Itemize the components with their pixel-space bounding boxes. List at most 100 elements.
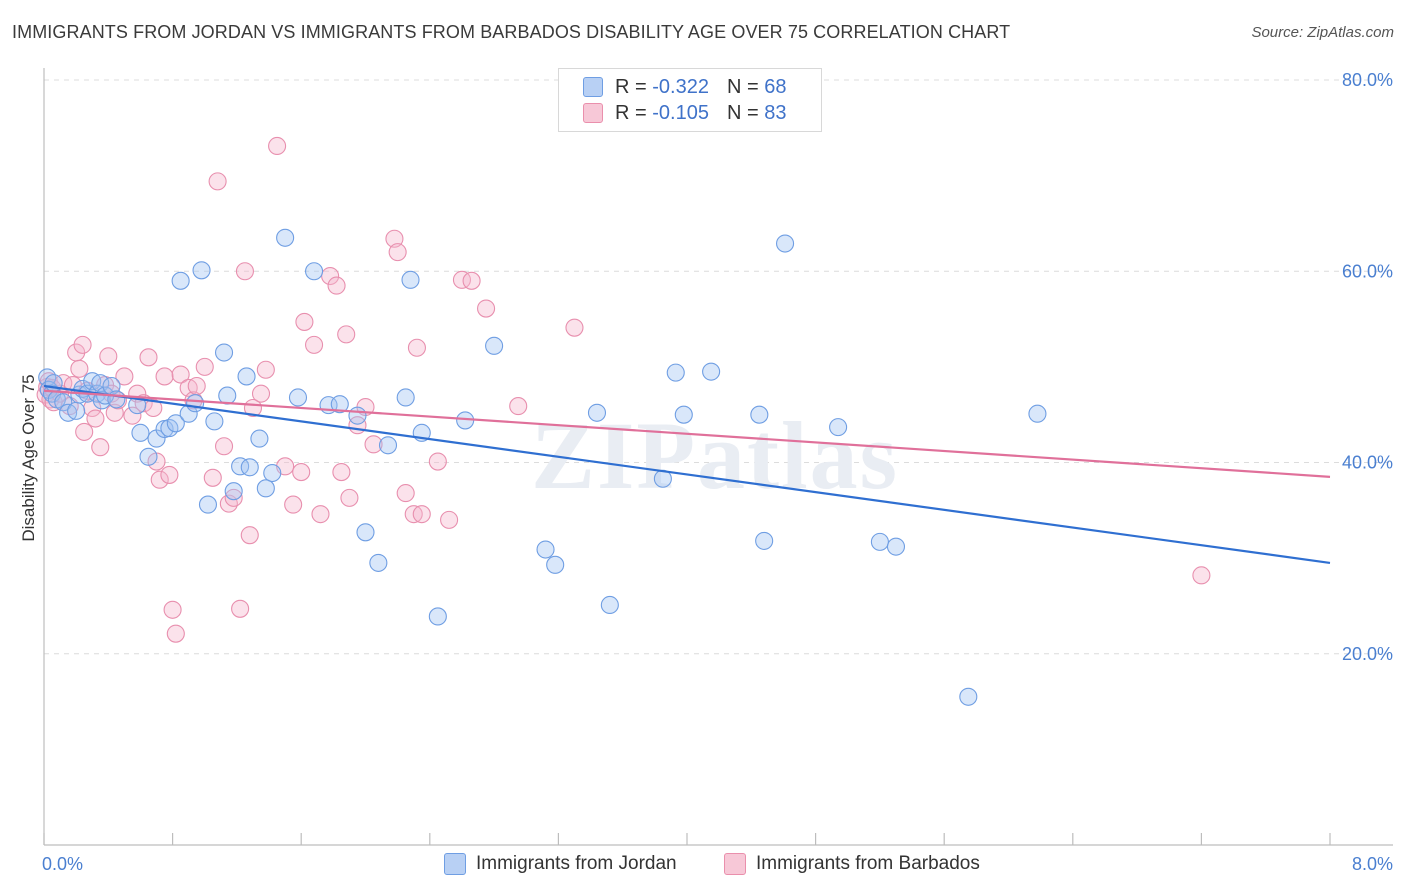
barbados-point xyxy=(477,299,496,318)
barbados-swatch xyxy=(583,103,603,123)
jordan-point xyxy=(67,401,86,420)
jordan-swatch xyxy=(583,77,603,97)
y-tick-label: 80.0% xyxy=(1342,70,1393,90)
barbados-point xyxy=(171,365,190,384)
barbados-point xyxy=(305,335,324,354)
barbados-point xyxy=(364,435,383,454)
jordan-point xyxy=(186,394,205,413)
jordan-point xyxy=(218,386,237,405)
barbados-point xyxy=(385,229,404,248)
jordan-point xyxy=(263,463,282,483)
jordan-point xyxy=(546,555,565,574)
chart-source: Source: ZipAtlas.com xyxy=(1251,24,1394,41)
r-label: R = xyxy=(615,101,647,124)
jordan-point xyxy=(378,436,398,455)
barbados-point xyxy=(73,335,92,354)
jordan-point xyxy=(139,447,158,466)
barbados-point xyxy=(396,484,415,503)
axes xyxy=(43,68,1393,846)
jordan-point xyxy=(829,418,848,437)
jordan-point xyxy=(107,390,126,409)
chart-title: IMMIGRANTS FROM JORDAN VS IMMIGRANTS FRO… xyxy=(12,22,1011,42)
barbados-point xyxy=(407,338,426,357)
y-tick-label: 20.0% xyxy=(1342,644,1393,664)
n-label: N = xyxy=(726,75,759,98)
jordan-point xyxy=(250,429,269,448)
x-tick-label-max: 8.0% xyxy=(1352,854,1393,874)
y-tick-label: 40.0% xyxy=(1342,453,1393,473)
legend-item-barbados[interactable]: Immigrants from Barbados xyxy=(724,852,980,876)
jordan-point xyxy=(330,395,349,414)
data-points xyxy=(36,136,1211,706)
jordan-point xyxy=(214,343,234,362)
jordan-point xyxy=(171,271,190,290)
barbados-point xyxy=(337,325,356,344)
barbados-point xyxy=(115,367,134,386)
jordan-point xyxy=(702,362,721,381)
barbados-point xyxy=(235,262,254,281)
jordan-point xyxy=(231,457,250,476)
barbados-point xyxy=(332,463,351,482)
trend-lines xyxy=(43,384,1331,564)
n-label: N = xyxy=(726,101,759,124)
x-tick-label-min: 0.0% xyxy=(42,854,83,874)
legend-barbados-swatch xyxy=(724,853,746,875)
barbados-point xyxy=(462,271,481,290)
jordan-point xyxy=(396,388,415,407)
jordan-point xyxy=(224,482,243,501)
jordan-point xyxy=(192,261,211,280)
jordan-point xyxy=(356,523,375,542)
jordan-point xyxy=(256,479,275,498)
barbados-point xyxy=(166,624,185,643)
jordan-point xyxy=(240,458,259,477)
jordan-point xyxy=(54,393,73,412)
barbados-point xyxy=(284,495,303,514)
barbados-point xyxy=(509,397,528,416)
barbados-point xyxy=(91,438,110,457)
legend-jordan-label: Immigrants from Jordan xyxy=(476,853,677,874)
jordan-point xyxy=(92,391,111,410)
n-value-barbados: 83 xyxy=(764,101,787,124)
r-value-jordan: -0.322 xyxy=(652,75,709,98)
barbados-point xyxy=(139,348,158,367)
stats-box: R = -0.322 N = 68 R = -0.105 N = 83 xyxy=(558,68,822,132)
barbados-point xyxy=(208,172,227,191)
barbados-point xyxy=(412,505,431,524)
barbados-point xyxy=(224,488,243,507)
barbados-point xyxy=(428,452,447,471)
jordan-point xyxy=(237,367,256,386)
n-value-jordan: 68 xyxy=(764,75,787,98)
y-axis-label: Disability Age Over 75 xyxy=(19,374,38,541)
legend-jordan-swatch xyxy=(444,853,466,875)
jordan-point xyxy=(348,406,367,425)
barbados-point xyxy=(70,359,89,378)
jordan-point xyxy=(600,595,619,615)
barbados-point xyxy=(268,136,287,156)
barbados-point xyxy=(195,357,214,376)
barbados-point xyxy=(388,243,407,262)
y-tick-label: 60.0% xyxy=(1342,261,1393,281)
barbados-point xyxy=(163,600,182,619)
barbados-point xyxy=(123,406,142,425)
barbados-point xyxy=(160,465,179,484)
jordan-point xyxy=(1028,404,1047,423)
legend-item-jordan[interactable]: Immigrants from Jordan xyxy=(444,852,677,876)
barbados-point xyxy=(452,270,472,289)
jordan-point xyxy=(305,262,324,281)
barbados-point xyxy=(340,488,359,507)
barbados-point xyxy=(440,510,459,529)
jordan-point xyxy=(205,412,224,431)
barbados-point xyxy=(565,318,584,337)
barbados-point xyxy=(155,367,174,386)
barbados-point xyxy=(327,276,346,295)
jordan-point xyxy=(674,405,693,424)
stats-row-barbados: R = -0.105 N = 83 xyxy=(583,100,786,126)
jordan-point xyxy=(288,388,308,407)
jordan-point xyxy=(485,336,504,355)
jordan-point xyxy=(587,403,607,422)
barbados-point xyxy=(311,505,330,524)
jordan-point xyxy=(755,531,774,550)
jordan-point xyxy=(536,540,555,559)
watermark: ZIPatlas xyxy=(531,402,899,509)
